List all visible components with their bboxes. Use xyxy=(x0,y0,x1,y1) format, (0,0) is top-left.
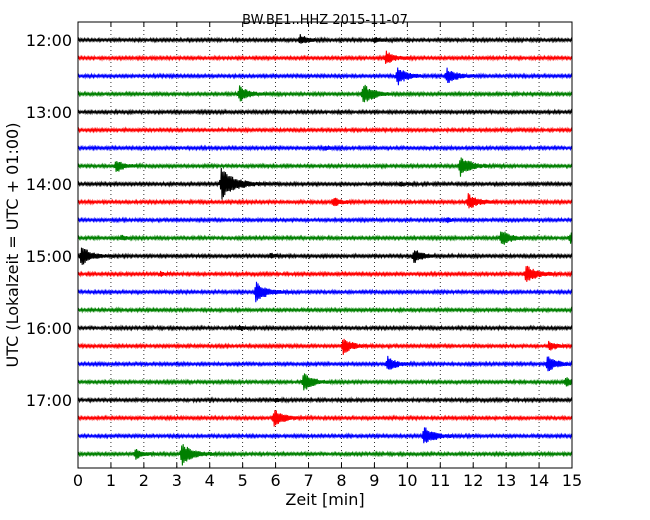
trace-row xyxy=(77,231,573,245)
y-tick-label: 17:00 xyxy=(26,391,72,410)
trace-row xyxy=(77,216,573,224)
trace-row xyxy=(77,50,573,64)
x-tick-label: 2 xyxy=(139,471,149,490)
y-tick-label: 13:00 xyxy=(26,103,72,122)
x-tick-label: 6 xyxy=(271,471,281,490)
plot-background xyxy=(78,22,572,468)
x-tick-label: 12 xyxy=(463,471,483,490)
x-tick-label: 1 xyxy=(106,471,116,490)
x-axis-ticks: 0 1 2 3 4 5 6 7 8 9 10 11 12 13 14 15 xyxy=(73,22,582,490)
trace-row xyxy=(77,126,573,134)
trace-row xyxy=(77,67,573,86)
y-tick-label: 14:00 xyxy=(26,175,72,194)
trace-row xyxy=(77,247,573,265)
trace-row xyxy=(77,373,573,391)
x-tick-label: 8 xyxy=(336,471,346,490)
trace-row xyxy=(77,306,573,314)
x-tick-label: 9 xyxy=(369,471,379,490)
trace-row xyxy=(77,396,573,404)
trace-row xyxy=(77,324,573,332)
trace-row xyxy=(77,265,573,282)
trace-row xyxy=(77,444,573,466)
trace-row xyxy=(77,427,573,444)
x-tick-label: 15 xyxy=(562,471,582,490)
x-tick-label: 3 xyxy=(172,471,182,490)
x-tick-label: 11 xyxy=(430,471,450,490)
y-axis-label: UTC (Lokalzeit = UTC + 01:00) xyxy=(3,123,22,368)
trace-row xyxy=(77,84,573,103)
y-tick-label: 15:00 xyxy=(26,247,72,266)
x-tick-label: 7 xyxy=(303,471,313,490)
trace-row xyxy=(77,338,573,355)
trace-row xyxy=(77,167,573,200)
x-tick-label: 10 xyxy=(397,471,417,490)
x-tick-label: 4 xyxy=(205,471,215,490)
y-tick-label: 12:00 xyxy=(26,31,72,50)
x-tick-label: 0 xyxy=(73,471,83,490)
y-axis-ticks: 12:00 13:00 14:00 15:00 16:00 17:00 xyxy=(26,31,83,410)
trace-row xyxy=(77,108,573,116)
chart-title: BW.BE1..HHZ 2015-11-07 xyxy=(242,13,408,28)
trace-row xyxy=(77,193,573,209)
x-axis-label: Zeit [min] xyxy=(285,490,364,509)
seismic-traces xyxy=(77,34,573,466)
trace-row xyxy=(77,157,573,177)
x-tick-label: 13 xyxy=(496,471,516,490)
y-tick-label: 16:00 xyxy=(26,319,72,338)
trace-row xyxy=(77,34,573,44)
x-tick-label: 5 xyxy=(238,471,248,490)
trace-row xyxy=(77,144,573,152)
trace-row xyxy=(77,355,573,372)
trace-row xyxy=(77,281,573,303)
x-tick-label: 14 xyxy=(529,471,549,490)
trace-row xyxy=(77,410,573,427)
plot-frame xyxy=(77,21,573,469)
